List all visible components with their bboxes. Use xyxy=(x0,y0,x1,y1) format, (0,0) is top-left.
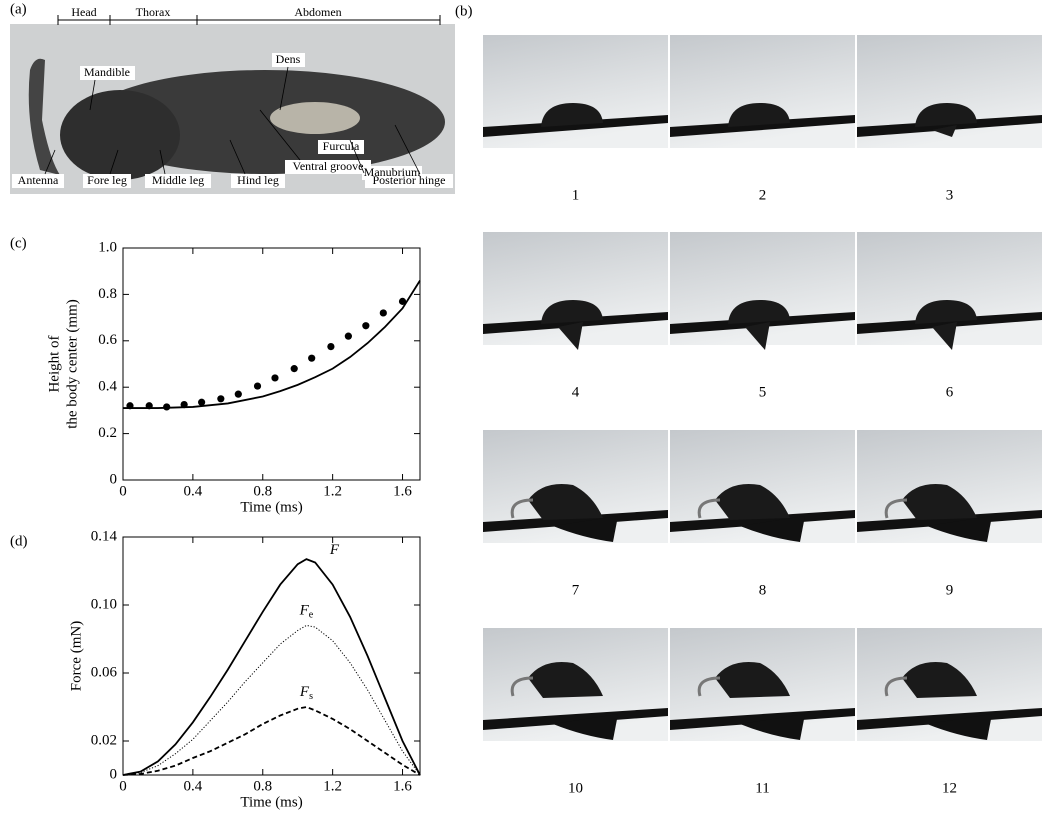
part-label: Manubrium xyxy=(364,165,421,179)
series-line xyxy=(122,624,421,776)
line-chart: 0 0.2 0.4 0.6 0.8 1.0 0 0.4 0.8 1.2 1.6 Time (ms) He… xyxy=(46,239,421,515)
x-axis-label: Time (ms) xyxy=(240,499,302,515)
frame-label: 8 xyxy=(759,582,767,598)
frame-label: 9 xyxy=(946,582,954,598)
x-tick-label: 0.4 xyxy=(184,483,203,499)
y-tick-label: 0.02 xyxy=(91,732,117,748)
part-label: Hind leg xyxy=(237,173,279,187)
x-tick-label: 0.8 xyxy=(253,778,272,794)
y-tick-label: 1.0 xyxy=(98,239,117,255)
data-point xyxy=(234,390,242,398)
data-point xyxy=(290,365,298,373)
x-tick-label: 0.8 xyxy=(253,483,272,499)
series-label: F xyxy=(329,543,340,559)
frame-label: 1 xyxy=(572,187,580,203)
data-point xyxy=(362,322,370,330)
data-point xyxy=(379,309,387,317)
panel-label: (a) xyxy=(10,1,27,17)
series-label: Fs xyxy=(299,684,313,702)
part-label: Mandible xyxy=(84,65,130,79)
segment-label: Head xyxy=(71,5,96,19)
x-axis-label: Time (ms) xyxy=(240,794,302,810)
frame-label: 4 xyxy=(572,384,580,400)
part-label: Ventral groove xyxy=(293,159,364,173)
y-tick-label: 0.06 xyxy=(91,664,118,680)
y-tick-label: 0.2 xyxy=(98,425,117,441)
series-line xyxy=(122,558,421,776)
frame xyxy=(857,628,1042,741)
data-point xyxy=(308,354,316,362)
data-point xyxy=(398,297,407,305)
x-tick-label: 0 xyxy=(119,483,127,499)
frame-label: 7 xyxy=(572,582,580,598)
segment-label: Abdomen xyxy=(294,5,341,19)
y-tick-label: 0 xyxy=(110,471,118,487)
frame-label: 11 xyxy=(755,780,769,796)
x-tick-label: 1.2 xyxy=(323,778,342,794)
frame xyxy=(670,35,855,148)
y-axis-label: the body center (mm) xyxy=(64,299,80,429)
plot-frame xyxy=(122,536,421,776)
part-label: Antenna xyxy=(18,173,59,187)
photo-a: Head Thorax Abdomen Mandible Dens Furcul… xyxy=(10,5,455,194)
frame xyxy=(857,430,1042,543)
frame xyxy=(483,232,668,350)
y-axis-label: Force (mN) xyxy=(68,621,84,691)
series-label: Fe xyxy=(299,603,314,621)
data-point xyxy=(344,332,352,340)
frame-label: 3 xyxy=(946,187,954,203)
x-tick-label: 0.4 xyxy=(184,778,203,794)
y-tick-label: 0.10 xyxy=(91,596,117,612)
y-tick-label: 0.4 xyxy=(98,379,117,395)
data-point xyxy=(198,398,206,406)
series-line xyxy=(122,706,421,776)
frame-grid: 1 2 34 5 67 8 910 11 12 xyxy=(483,35,1042,796)
part-label: Middle leg xyxy=(152,173,204,187)
plot-frame xyxy=(122,247,421,481)
data-point xyxy=(327,343,335,351)
y-tick-label: 0 xyxy=(110,766,118,782)
charts: 0 0.2 0.4 0.6 0.8 1.0 0 0.4 0.8 1.2 1.6 Time (ms) He… xyxy=(46,239,421,810)
frame-label: 12 xyxy=(942,780,957,796)
data-point xyxy=(271,374,279,382)
frame-label: 5 xyxy=(759,384,767,400)
y-axis-label: Height of xyxy=(46,335,62,392)
series-line xyxy=(123,280,421,409)
part-label: Dens xyxy=(276,52,301,66)
x-tick-label: 0 xyxy=(119,778,127,794)
frame xyxy=(670,628,855,741)
frame xyxy=(483,430,668,543)
frame xyxy=(670,232,855,350)
data-point xyxy=(217,395,225,403)
x-tick-label: 1.2 xyxy=(323,483,342,499)
frame-label: 6 xyxy=(946,384,954,400)
frame xyxy=(857,232,1042,350)
y-tick-label: 0.6 xyxy=(98,332,117,348)
x-tick-label: 1.6 xyxy=(393,483,412,499)
frame xyxy=(670,430,855,543)
part-label: Fore leg xyxy=(87,173,127,187)
frame xyxy=(483,35,668,148)
y-tick-label: 0.8 xyxy=(98,286,117,302)
part-label: Posterior hinge xyxy=(373,173,446,187)
y-tick-label: 0.14 xyxy=(91,528,118,544)
frame xyxy=(483,628,668,741)
line-chart: 0 0.02 0.06 0.10 0.14 0 0.4 0.8 1.2 1.6 Time (ms) F… xyxy=(68,528,421,810)
frame-label: 10 xyxy=(568,780,583,796)
x-tick-label: 1.6 xyxy=(393,778,412,794)
data-point xyxy=(253,382,262,390)
frame-label: 2 xyxy=(759,187,767,203)
segment-label: Thorax xyxy=(136,5,171,19)
panel-label: (c) xyxy=(10,235,27,251)
panel-label: (d) xyxy=(10,533,28,549)
frame xyxy=(857,35,1042,148)
panel-label: (b) xyxy=(455,3,473,19)
